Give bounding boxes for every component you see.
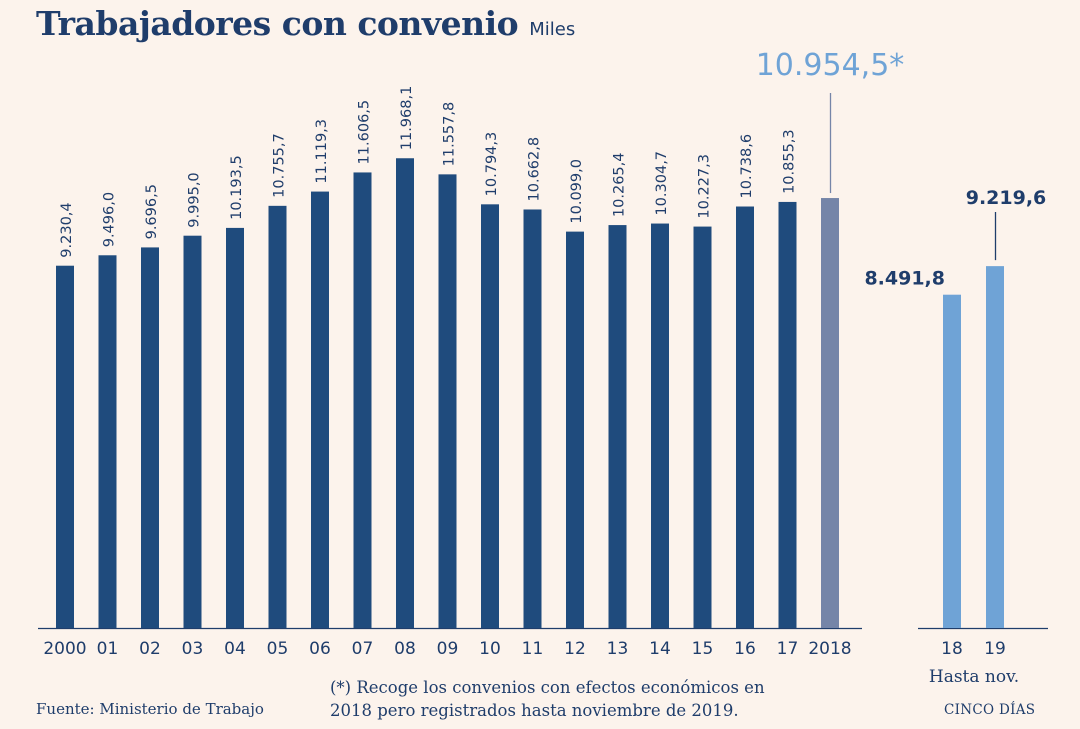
bar-04: [226, 227, 244, 628]
bar-15: [693, 226, 712, 628]
x-tick-label: 19: [984, 639, 1006, 659]
x-axis-label-secondary: Hasta nov.: [929, 667, 1019, 687]
x-tick-label: 16: [734, 639, 756, 659]
bar-16: [736, 206, 754, 628]
bar-12: [566, 231, 584, 628]
data-label: 11.968,1: [399, 86, 415, 151]
bar-02: [141, 247, 159, 629]
footnote: (*) Recoge los convenios con efectos eco…: [330, 676, 850, 722]
x-tick-label: 07: [352, 639, 374, 659]
data-label: 10.304,7: [654, 151, 670, 216]
data-label: 10.855,3: [782, 129, 798, 194]
bar-14: [651, 223, 669, 628]
footnote-line-2: 2018 pero registrados hasta noviembre de…: [330, 701, 739, 720]
bar-secondary-18: [943, 294, 961, 628]
data-label-secondary: 9.219,6: [966, 187, 1047, 209]
x-tick-label: 09: [437, 639, 459, 659]
bar-2000: [56, 265, 74, 628]
chart-title: Trabajadores con convenio: [36, 4, 519, 43]
data-label: 11.606,5: [357, 100, 373, 165]
chart-unit: Miles: [529, 19, 576, 40]
source-text: Fuente: Ministerio de Trabajo: [36, 700, 264, 718]
bar-08: [396, 158, 414, 628]
data-label: 10.794,3: [484, 132, 500, 197]
bar-secondary-19: [986, 266, 1004, 628]
data-label: 10.227,3: [697, 154, 713, 219]
x-tick-label: 03: [182, 639, 204, 659]
x-tick-label: 15: [692, 639, 714, 659]
data-label: 11.557,8: [442, 102, 458, 167]
x-tick-label: 01: [97, 639, 119, 659]
x-tick-label: 17: [777, 639, 799, 659]
bar-06: [311, 191, 329, 628]
data-label: 10.755,7: [272, 133, 288, 198]
data-label: 10.193,5: [229, 155, 245, 220]
bar-17: [778, 201, 797, 628]
x-tick-label: 11: [522, 639, 544, 659]
x-tick-label: 2018: [808, 639, 851, 659]
data-label: 10.738,6: [739, 134, 755, 199]
x-tick-label: 14: [649, 639, 671, 659]
x-tick-label: 02: [139, 639, 161, 659]
x-tick-label: 08: [394, 639, 416, 659]
footnote-line-1: (*) Recoge los convenios con efectos eco…: [330, 678, 765, 697]
x-tick-label: 13: [607, 639, 629, 659]
data-label: 9.696,5: [144, 184, 160, 239]
bar-13: [608, 225, 627, 628]
bar-2018: [821, 198, 839, 628]
bar-05: [268, 205, 287, 628]
x-tick-label: 04: [224, 639, 246, 659]
bar-03: [183, 235, 202, 629]
data-label: 11.119,3: [314, 119, 330, 184]
x-tick-label: 10: [479, 639, 501, 659]
x-tick-label: 2000: [43, 639, 86, 659]
x-tick-label: 18: [941, 639, 963, 659]
bar-01: [98, 255, 117, 629]
brand-label: CINCO DÍAS: [944, 702, 1036, 718]
x-tick-label: 06: [309, 639, 331, 659]
highlight-data-label: 10.954,5*: [756, 48, 905, 83]
x-tick-label: 12: [564, 639, 586, 659]
data-label: 9.230,4: [59, 202, 75, 257]
bar-09: [438, 174, 457, 628]
x-tick-label: 05: [267, 639, 289, 659]
data-label: 9.995,0: [187, 172, 203, 227]
data-label: 10.099,0: [569, 159, 585, 224]
bar-07: [353, 172, 372, 628]
data-label: 10.265,4: [612, 153, 628, 218]
bar-11: [523, 209, 542, 628]
bar-10: [481, 204, 499, 628]
data-label-secondary: 8.491,8: [864, 268, 945, 290]
data-label: 9.496,0: [102, 192, 118, 247]
data-label: 10.662,8: [527, 137, 543, 202]
chart-title-block: Trabajadores con convenio Miles: [36, 4, 575, 43]
